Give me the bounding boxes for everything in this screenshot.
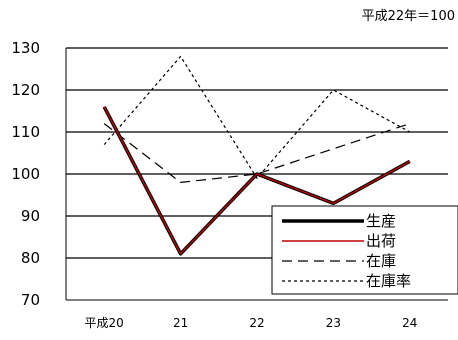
- y-tick-label: 120: [11, 81, 40, 99]
- y-tick-label: 90: [21, 207, 40, 225]
- x-tick-label: 23: [326, 316, 341, 330]
- legend-label: 生産: [366, 212, 396, 230]
- series-line-1: [103, 106, 411, 255]
- x-tick-label: 22: [249, 316, 264, 330]
- legend-label: 出荷: [366, 232, 396, 250]
- x-tick-label: 21: [173, 316, 188, 330]
- series-line-3: [103, 55, 411, 179]
- y-tick-label: 70: [21, 291, 40, 309]
- chart-note: 平成22年＝100: [362, 9, 455, 24]
- legend-label: 在庫率: [366, 272, 411, 290]
- y-tick-label: 80: [21, 249, 40, 267]
- series-line-2: [103, 123, 410, 183]
- y-tick-label: 100: [11, 165, 40, 183]
- y-tick-label: 130: [11, 39, 40, 57]
- y-tick-label: 110: [11, 123, 40, 141]
- legend-label: 在庫: [366, 252, 396, 270]
- x-tick-label: 平成20: [85, 316, 124, 330]
- x-tick-label: 24: [402, 316, 417, 330]
- legend-box: [271, 205, 458, 295]
